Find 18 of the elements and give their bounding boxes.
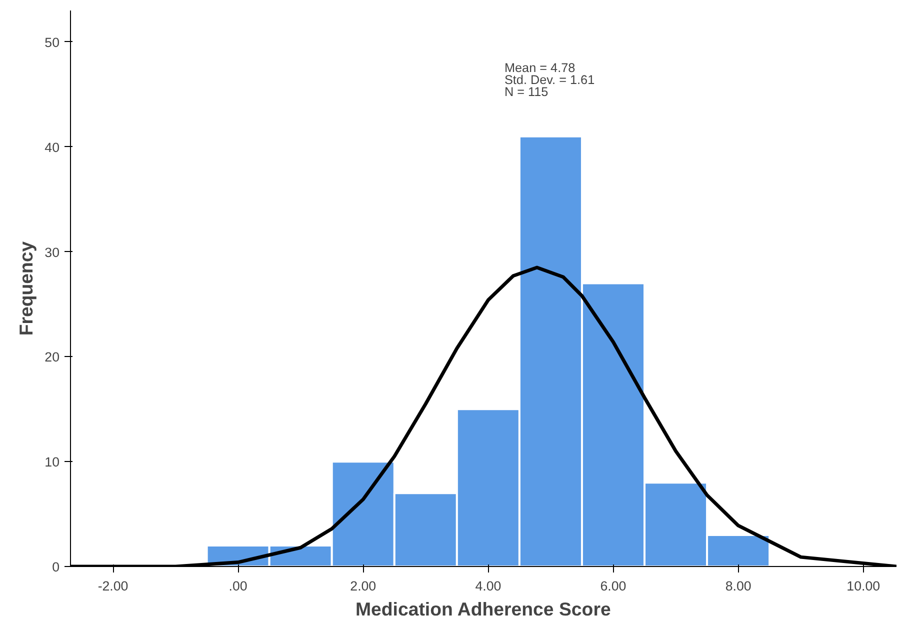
annotation: Mean = 4.78 xyxy=(504,60,576,75)
x-tick-label: 6.00 xyxy=(600,578,626,594)
y-tick-label: 30 xyxy=(44,244,60,260)
y-tick-label: 20 xyxy=(44,350,60,365)
x-axis-title: Medication Adherence Score xyxy=(355,598,611,620)
x-tick-label: .00 xyxy=(228,578,248,594)
annotation: N = 115 xyxy=(504,84,548,99)
y-tick-label: 0 xyxy=(52,560,60,574)
y-tick-label: 50 xyxy=(44,34,60,50)
x-tick-label: -2.00 xyxy=(98,578,128,594)
y-axis-title: Frequency xyxy=(16,240,37,336)
x-tick-label: 4.00 xyxy=(475,578,502,594)
x-tick-label: 8.00 xyxy=(725,578,752,594)
y-tick-label: 40 xyxy=(44,140,60,155)
annotation: Std. Dev. = 1.61 xyxy=(504,72,595,87)
x-tick-label: 2.00 xyxy=(350,578,376,594)
x-tick-label: 10.00 xyxy=(846,578,880,594)
y-tick-label: 10 xyxy=(44,454,60,470)
